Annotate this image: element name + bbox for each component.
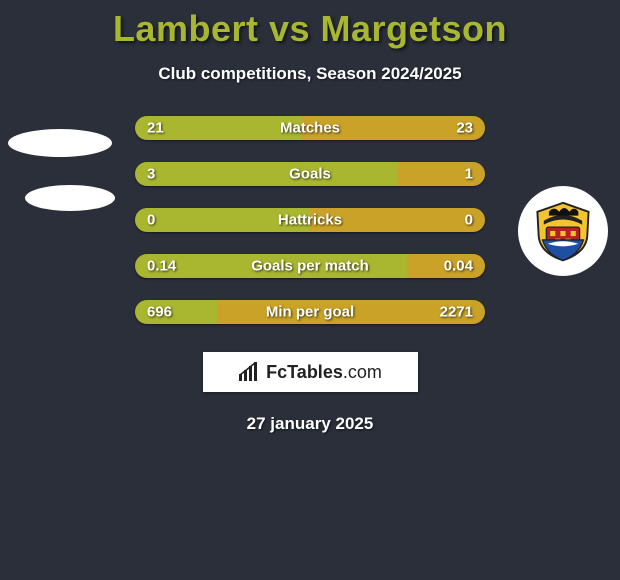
stat-bar-track [135, 162, 485, 186]
logo-text: FcTables.com [266, 362, 382, 383]
snapshot-date: 27 january 2025 [0, 414, 620, 434]
stat-bar-left [135, 116, 302, 140]
left-club-badge-2 [25, 185, 115, 211]
player-right-name: Margetson [321, 8, 508, 49]
stat-bar-right [302, 116, 485, 140]
fctables-logo[interactable]: FcTables.com [203, 352, 418, 392]
crest-icon [524, 192, 602, 270]
stat-bar-track [135, 208, 485, 232]
right-club-badge [518, 186, 608, 276]
chart-icon [238, 362, 260, 382]
logo-text-bold: FcTables [266, 362, 343, 382]
stat-bar-track [135, 254, 485, 278]
stat-bar-right [407, 254, 485, 278]
stat-bar-left [135, 162, 398, 186]
stat-row: 2123Matches [135, 116, 485, 140]
stat-bars: 2123Matches 31Goals 00Hattricks 0.140.04Goa… [135, 116, 485, 324]
stat-row: 00Hattricks [135, 208, 485, 232]
logo-text-thin: .com [343, 362, 382, 382]
stat-row: 6962271Min per goal [135, 300, 485, 324]
stat-bar-left [135, 300, 217, 324]
stat-bar-right [310, 208, 485, 232]
comparison-subtitle: Club competitions, Season 2024/2025 [0, 64, 620, 84]
comparison-stage: 2123Matches 31Goals 00Hattricks 0.140.04Goa… [0, 116, 620, 324]
stat-bar-right [398, 162, 486, 186]
stat-bar-left [135, 254, 407, 278]
stat-bar-track [135, 116, 485, 140]
stat-bar-track [135, 300, 485, 324]
stat-bar-right [217, 300, 485, 324]
player-left-name: Lambert [113, 8, 259, 49]
left-club-badge-1 [8, 129, 112, 157]
stat-bar-left [135, 208, 310, 232]
title-vs: vs [258, 8, 320, 49]
stat-row: 0.140.04Goals per match [135, 254, 485, 278]
stat-row: 31Goals [135, 162, 485, 186]
comparison-title: Lambert vs Margetson [0, 0, 620, 50]
